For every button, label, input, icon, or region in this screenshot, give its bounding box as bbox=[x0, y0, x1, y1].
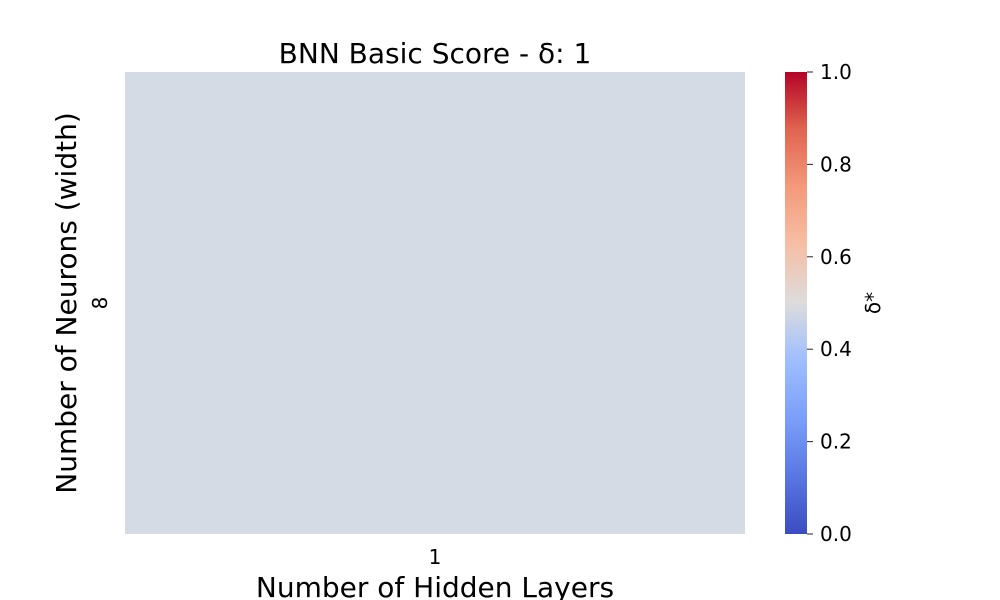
colorbar-tick-label: 1.0 bbox=[820, 60, 852, 84]
colorbar bbox=[785, 72, 807, 534]
x-tick-labels: 1 bbox=[429, 545, 442, 569]
x-tick-label: 1 bbox=[429, 545, 442, 569]
y-tick-labels: 8 bbox=[88, 297, 112, 310]
heatmap-cells bbox=[125, 72, 745, 534]
colorbar-tick-label: 0.4 bbox=[820, 337, 852, 361]
colorbar-tick-label: 0.0 bbox=[820, 522, 852, 546]
colorbar-tick-label: 0.2 bbox=[820, 430, 852, 454]
chart-title: BNN Basic Score - δ: 1 bbox=[279, 37, 592, 70]
heatmap-cell bbox=[125, 72, 745, 534]
colorbar-tick-label: 0.8 bbox=[820, 152, 852, 176]
colorbar-label: δ* bbox=[861, 292, 885, 314]
colorbar-tick-label: 0.6 bbox=[820, 245, 852, 269]
y-axis-label: Number of Neurons (width) bbox=[50, 112, 83, 493]
x-axis-label: Number of Hidden Layers bbox=[256, 571, 614, 600]
colorbar-ticks: 0.0 0.2 0.4 0.6 0.8 1.0 bbox=[807, 60, 852, 546]
y-tick-label: 8 bbox=[88, 297, 112, 310]
